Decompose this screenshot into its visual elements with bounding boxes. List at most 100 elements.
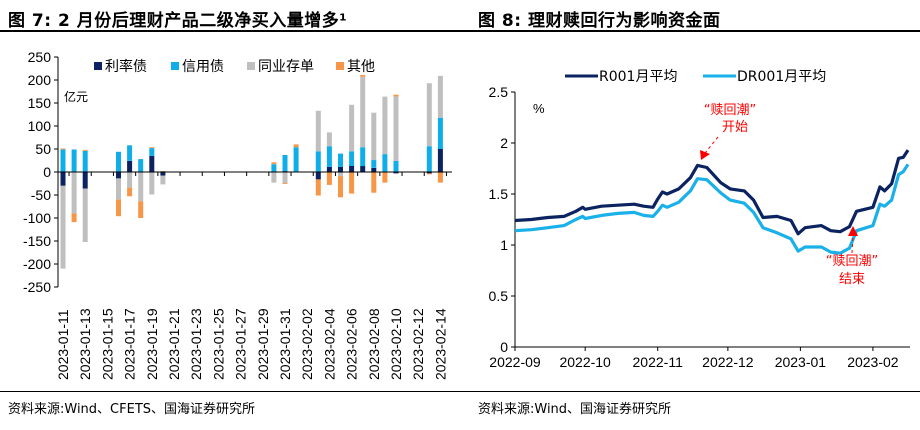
bar-segment [393,172,399,174]
y-tick-label: 0 [500,339,508,355]
bottom-rule [0,391,920,392]
right-source-note: 资料来源:Wind、国海证券研究所 [478,402,672,417]
bar-segment [127,172,133,188]
bar-segment [393,161,399,172]
bar-segment [382,154,388,172]
right-line-chart: 0 0.5 1 1.5 2 2.5 2022-09 2022-10 2022-11 2022-12… [489,69,910,370]
bar-segment [271,164,277,172]
bar-segment [315,179,321,196]
bar-segment [138,159,144,172]
bar-segment [149,148,155,156]
bar-segment [338,153,343,167]
bar-segment [282,172,288,183]
bar-segment [60,172,66,186]
bar-segment [371,160,377,168]
legend-label: 利率债 [105,58,147,75]
x-tick-label: 2023-01-31 [277,308,293,380]
annotation-label: “赎回潮” [826,254,878,269]
x-tick-label: 2023-02-14 [432,308,448,380]
bar-segment [326,172,332,185]
bar-segment [437,172,443,183]
left-bar-chart: 250200150100500-50-100-150-200-2502023-0… [23,49,452,380]
y-tick-label: 250 [28,49,52,65]
bar-segment [360,147,366,167]
x-tick-label: 2023-02-10 [388,308,404,380]
annotation-label: 开始 [722,120,748,135]
bar-segment [349,172,355,194]
y-unit-label: % [533,101,545,116]
bar-segment [271,172,277,183]
bar-segment [393,96,399,161]
x-tick-label: 2023-02-08 [366,308,382,380]
bar-segment [382,96,388,155]
bar-segment [116,199,121,217]
bar-segment [360,74,366,77]
right-title-rule [460,30,920,32]
bar-segment [349,151,355,166]
bar-segment [116,151,121,172]
bar-segment [360,166,366,172]
x-tick-label: 2023-01-23 [188,308,204,380]
bar-segment [71,213,77,223]
bar-segment [116,178,121,200]
annotation-label: 结束 [839,272,865,287]
bar-segment [393,94,399,97]
legend-label: 信用债 [182,59,224,75]
legend-label: 其他 [347,59,375,75]
x-tick-label: 2023-01-11 [55,309,71,380]
y-tick-label: 50 [35,141,51,157]
x-tick-label: 2022-10 [559,354,611,370]
annotation-arrow-line [851,235,854,254]
bar-segment [326,146,332,167]
bar-segment [315,172,321,180]
x-tick-label: 2023-02-12 [410,308,426,380]
bar-segment [338,166,343,172]
bar-segment [60,149,66,172]
left-source-note: 资料来源:Wind、CFETS、国海证券研究所 [8,402,256,417]
y-tick-label: 2 [500,135,508,151]
x-tick-label: 2023-02 [847,354,899,370]
bar-segment [282,183,288,184]
bar-segment [149,155,155,172]
annotation-label: “赎回潮” [704,103,756,118]
x-tick-label: 2023-01-17 [122,308,138,380]
y-tick-label: 1.5 [489,186,509,202]
x-tick-label: 2023-02-06 [344,308,360,380]
bar-segment [138,201,144,218]
bar-segment [282,155,288,172]
legend-swatch [171,62,179,70]
bar-segment [82,188,88,242]
bar-segment [116,172,121,179]
bar-segment [426,173,432,175]
y-tick-label: 150 [28,95,52,111]
legend-label: 同业存单 [258,59,314,75]
bar-segment [82,150,88,172]
y-tick-label: 0 [43,164,51,180]
legend-swatch [336,62,344,70]
x-tick-label: 2022-11 [633,354,684,370]
bar-segment [360,76,366,148]
series-line [514,163,910,255]
legend-swatch [94,62,102,70]
bar-segment [437,75,443,118]
y-unit-label: 亿元 [64,89,88,104]
bar-segment [60,185,66,269]
bar-segment [315,110,321,152]
x-tick-label: 2022-12 [702,354,754,370]
bar-segment [437,149,443,172]
bar-segment [426,83,432,147]
annotation-arrow-head [848,226,858,236]
bar-segment [371,172,377,193]
bar-segment [326,132,332,147]
bar-segment [349,104,355,152]
x-tick-label: 2023-02-02 [299,308,315,380]
bar-segment [426,146,432,172]
x-tick-label: 2023-01-19 [144,308,160,380]
left-panel-title: 图 7: 2 月份后理财产品二级净买入量增多¹ [8,11,348,31]
bar-segment [371,167,377,172]
x-tick-label: 2023-01-15 [99,308,115,380]
series-line [514,149,910,236]
x-tick-label: 2023-01-13 [77,308,93,380]
y-tick-label: -200 [23,256,51,272]
y-tick-label: 0.5 [489,288,509,304]
